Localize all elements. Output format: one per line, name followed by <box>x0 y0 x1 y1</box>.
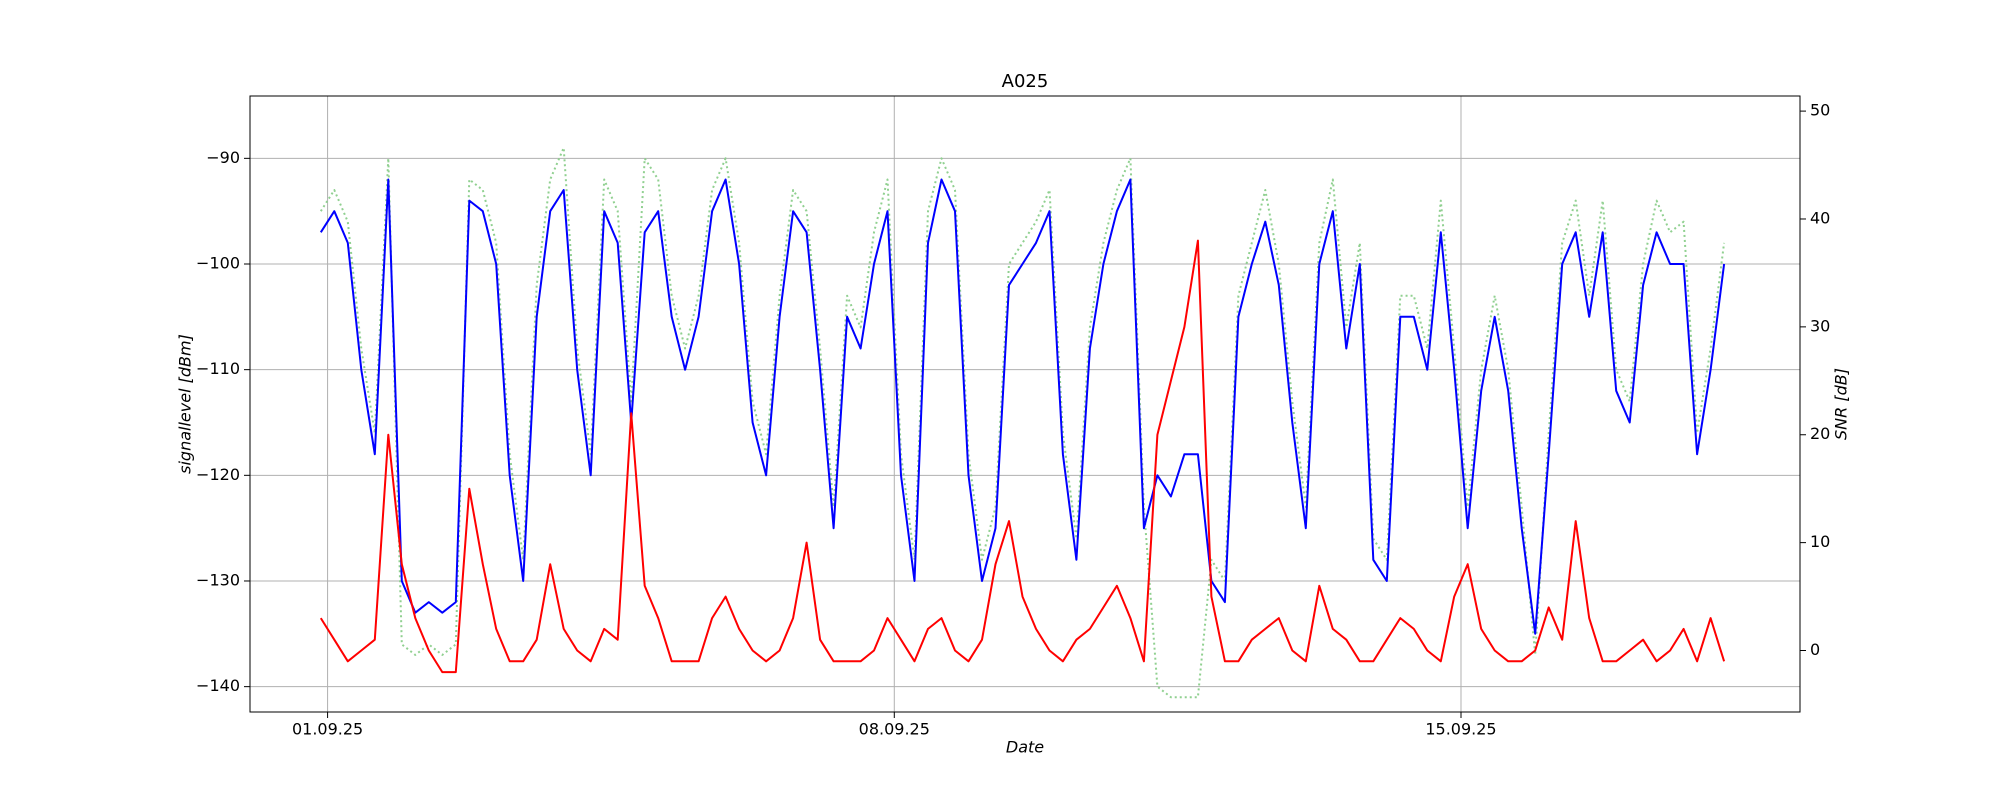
x-tick-label: 08.09.25 <box>859 720 930 739</box>
y2-tick-label: 40 <box>1810 208 1830 227</box>
data-line <box>319 146 1726 699</box>
y2-tick-label: 20 <box>1810 424 1830 443</box>
y-tick-label: −100 <box>196 254 240 273</box>
y-tick-label: −90 <box>206 148 240 167</box>
y-axis-label: signallevel [dBm] <box>176 334 195 474</box>
y-tick-label: −140 <box>196 676 240 695</box>
y-tick-label: −130 <box>196 570 240 589</box>
y2-axis-label: SNR [dB] <box>1832 368 1851 440</box>
y2-tick-label: 30 <box>1810 316 1830 335</box>
x-tick-label: 15.09.25 <box>1425 720 1496 739</box>
data-line <box>319 239 1726 674</box>
data-line <box>319 178 1726 635</box>
y2-tick-label: 0 <box>1810 640 1820 659</box>
x-tick-label: 01.09.25 <box>292 720 363 739</box>
chart-title: A025 <box>1002 71 1049 92</box>
y2-tick-label: 10 <box>1810 532 1830 551</box>
y-tick-label: −110 <box>196 359 240 378</box>
y2-tick-label: 50 <box>1810 101 1830 120</box>
x-axis-label: Date <box>1006 738 1044 757</box>
y-tick-label: −120 <box>196 465 240 484</box>
plot-frame <box>249 95 1801 713</box>
